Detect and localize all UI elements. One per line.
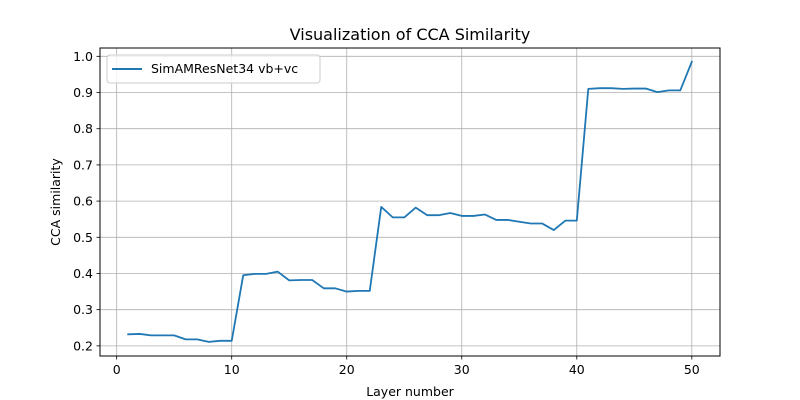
y-tick-label: 0.3	[73, 302, 93, 317]
y-tick-label: 0.9	[73, 85, 93, 100]
y-tick-label: 1.0	[73, 49, 93, 64]
y-axis-label: CCA similarity	[48, 158, 63, 246]
x-axis-ticks: 0 10 20 30 40 50	[113, 356, 700, 377]
x-axis-label: Layer number	[366, 384, 454, 399]
x-tick-label: 40	[569, 362, 585, 377]
chart-title: Visualization of CCA Similarity	[290, 25, 531, 44]
x-tick-label: 10	[224, 362, 240, 377]
y-axis-ticks: 0.2 0.3 0.4 0.5 0.6 0.7 0.8 0.9 1.0	[73, 49, 100, 353]
series-layer	[127, 60, 693, 343]
x-tick-label: 0	[113, 362, 121, 377]
legend-box	[106, 54, 321, 84]
y-tick-label: 0.5	[73, 230, 93, 245]
x-tick-label: 30	[454, 362, 470, 377]
legend-label: SimAMResNet34 vb+vc	[151, 61, 298, 76]
y-tick-label: 0.4	[73, 266, 93, 281]
y-tick-label: 0.2	[73, 338, 93, 353]
series-line	[127, 60, 693, 343]
y-tick-label: 0.8	[73, 121, 93, 136]
y-tick-label: 0.7	[73, 157, 93, 172]
x-tick-label: 50	[684, 362, 700, 377]
grid	[100, 48, 720, 356]
legend: SimAMResNet34 vb+vc	[106, 54, 321, 84]
x-tick-label: 20	[339, 362, 355, 377]
y-tick-label: 0.6	[73, 194, 93, 209]
plot-frame	[99, 47, 721, 357]
